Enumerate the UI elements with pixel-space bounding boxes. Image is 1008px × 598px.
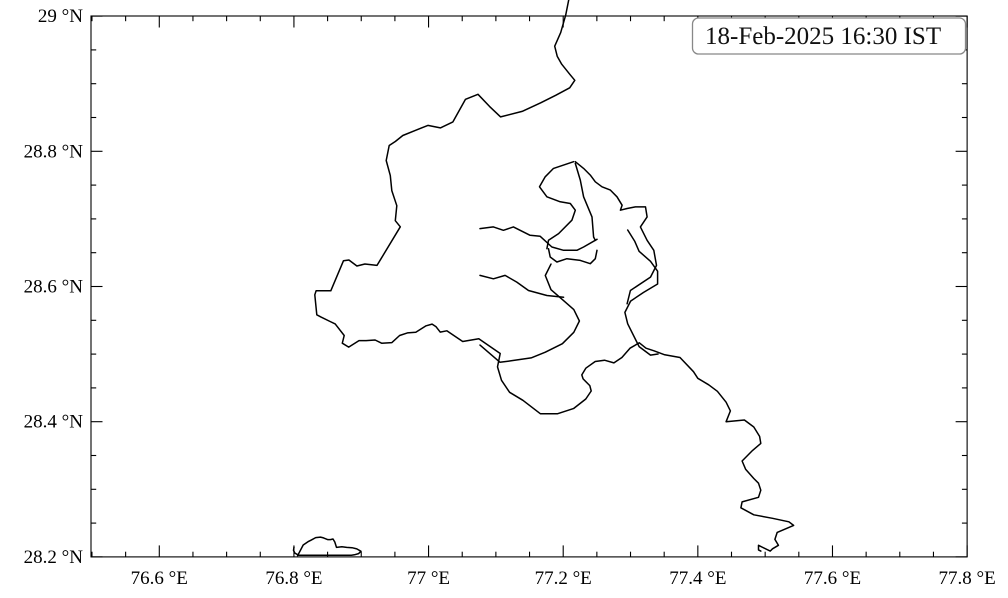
- svg-text:77.6 °E: 77.6 °E: [804, 568, 861, 589]
- svg-text:76.8 °E: 76.8 °E: [265, 568, 322, 589]
- svg-text:77.2 °E: 77.2 °E: [535, 568, 592, 589]
- svg-text:77.4 °E: 77.4 °E: [669, 568, 726, 589]
- svg-text:77.8 °E: 77.8 °E: [939, 568, 996, 589]
- svg-text:28.4 °N: 28.4 °N: [24, 412, 84, 433]
- svg-text:28.2 °N: 28.2 °N: [24, 547, 84, 568]
- svg-text:28.8 °N: 28.8 °N: [24, 141, 84, 162]
- svg-text:18-Feb-2025 16:30 IST: 18-Feb-2025 16:30 IST: [705, 23, 941, 50]
- svg-text:77 °E: 77 °E: [407, 568, 450, 589]
- svg-text:29 °N: 29 °N: [38, 6, 83, 27]
- svg-text:28.6 °N: 28.6 °N: [24, 277, 84, 298]
- svg-text:76.6 °E: 76.6 °E: [131, 568, 188, 589]
